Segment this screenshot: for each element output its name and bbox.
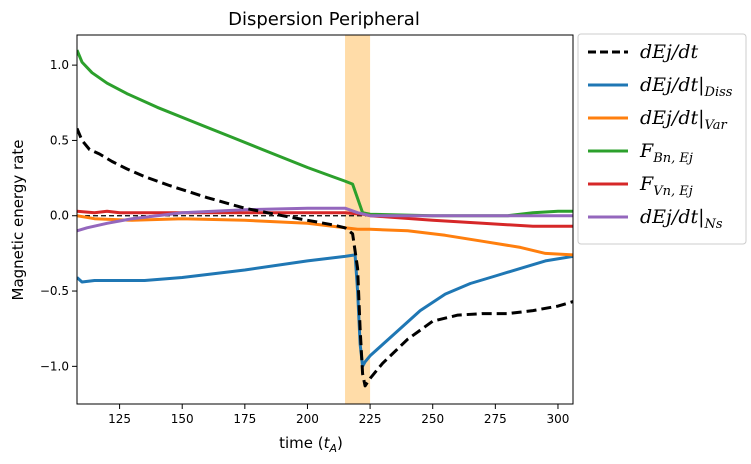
x-axis-label: time (tA)	[279, 434, 343, 455]
y-tick-label: 0.5	[50, 133, 69, 147]
axes-frame	[76, 34, 574, 405]
y-tick-label: −1.0	[40, 359, 69, 373]
series-line-4	[77, 49, 573, 218]
x-tick-label: 250	[421, 412, 444, 426]
x-tick-label: 200	[296, 412, 319, 426]
series-line-6	[77, 206, 573, 233]
y-tick-label: 1.0	[50, 58, 69, 72]
x-tick-label: 175	[233, 412, 256, 426]
legend: dEj/dt dEj/dt|Diss dEj/dt|Var FBn, Ej FVn, E…	[577, 33, 747, 245]
y-tick-label: −0.5	[40, 284, 69, 298]
plot-area	[77, 35, 573, 404]
x-tick-label: 125	[108, 412, 131, 426]
series-line-2	[77, 253, 573, 368]
series-line-1	[77, 127, 573, 388]
axes: 125 150 175 200 225 250 275 300 1.0 0.5 0.0 −0.5 −1.…	[40, 34, 574, 426]
x-tick-label: 150	[171, 412, 194, 426]
y-axis-label: Magnetic energy rate	[9, 140, 27, 301]
y-tick-label: 0.0	[50, 209, 69, 223]
x-tick-label: 275	[484, 412, 507, 426]
x-tick-label: 300	[547, 412, 570, 426]
series-line-3	[77, 214, 573, 257]
legend-label: FBn, Ej	[639, 140, 693, 166]
highlight-band	[345, 35, 371, 404]
legend-label: dEj/dt|Diss	[640, 74, 733, 100]
series-line-5	[77, 209, 573, 228]
chart-title: Dispersion Peripheral	[228, 9, 420, 30]
legend-label: dEj/dt|Var	[640, 107, 727, 133]
legend-label: dEj/dt	[640, 41, 698, 63]
x-tick-label: 225	[359, 412, 382, 426]
legend-label: dEj/dt|Ns	[640, 206, 723, 232]
legend-label: FVn, Ej	[639, 173, 693, 199]
